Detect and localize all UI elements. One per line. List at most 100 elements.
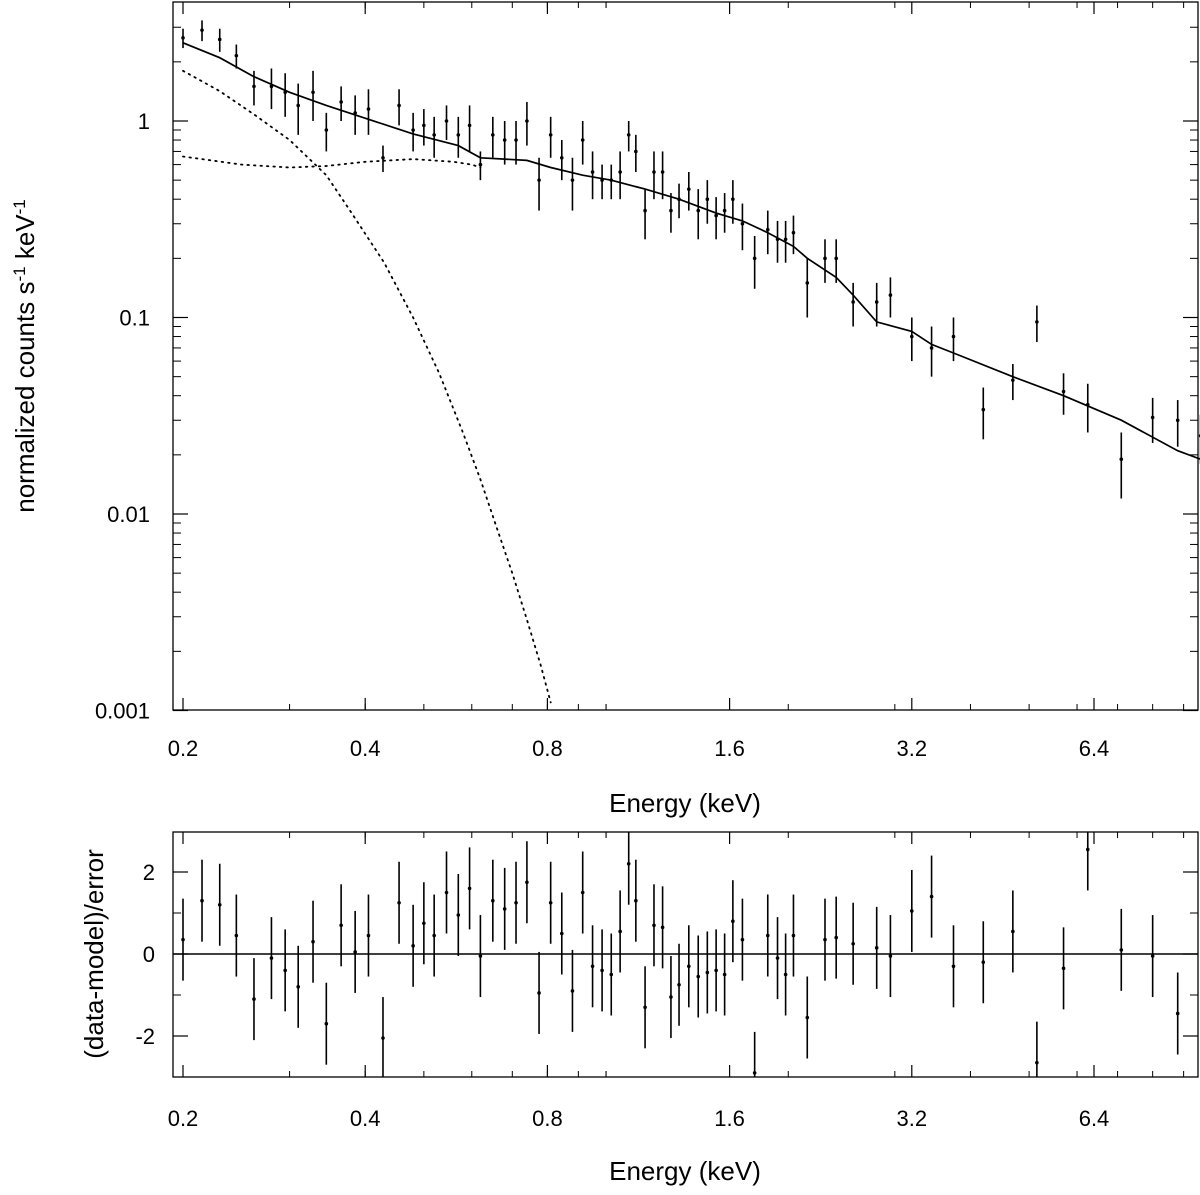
spectrum-data-point xyxy=(722,208,727,213)
spectrum-data-point xyxy=(1175,418,1180,423)
residuals-data-point xyxy=(618,929,622,934)
spectrum-data-point xyxy=(478,162,483,167)
residuals-x-tick-label: 0.2 xyxy=(168,1106,199,1131)
residuals-data-point xyxy=(910,909,914,913)
residuals-data-point xyxy=(456,913,461,917)
spectrum-data-point xyxy=(200,28,204,32)
spectrum-data-point xyxy=(366,107,371,111)
spectrum-data-point xyxy=(783,237,788,242)
residuals-y-axis-label: (data-model)/error xyxy=(79,849,109,1059)
spectrum-component-line xyxy=(182,69,552,704)
spectrum-data-point xyxy=(339,100,343,104)
residuals-y-tick-label: -2 xyxy=(135,1024,155,1049)
residuals-data-point xyxy=(381,1036,385,1040)
residuals-data-point xyxy=(525,880,529,885)
spectrum-data-point xyxy=(381,155,385,160)
residuals-data-point xyxy=(643,1005,647,1010)
spectrum-x-tick-label: 6.4 xyxy=(1079,736,1110,761)
spectrum-data-point xyxy=(618,170,622,174)
residuals-data-point xyxy=(951,964,956,969)
spectrum-x-axis-label: Energy (keV) xyxy=(609,788,761,818)
spectrum-data-point xyxy=(432,133,436,137)
residuals-data-point xyxy=(366,933,371,938)
spectrum-data-point xyxy=(1011,378,1015,382)
residuals-data-point xyxy=(181,937,185,942)
residuals-y-tick-label: 0 xyxy=(143,942,155,967)
residuals-data-point xyxy=(705,970,710,975)
residuals-data-point xyxy=(1011,929,1015,934)
spectrum-data-point xyxy=(1150,415,1155,420)
residuals-data-point xyxy=(422,921,426,926)
residuals-data-point xyxy=(752,1071,757,1075)
residuals-data-point xyxy=(548,900,553,905)
residuals-data-point xyxy=(634,898,638,903)
spectrum-data-point xyxy=(731,197,735,201)
residuals-data-point xyxy=(696,974,701,979)
spectrum-data-point xyxy=(491,133,495,137)
residuals-x-axis-label: Energy (keV) xyxy=(609,1156,761,1186)
spectrum-component-line xyxy=(182,155,482,169)
spectrum-data-point xyxy=(951,334,956,339)
residuals-data-point xyxy=(502,907,507,911)
residuals-data-point xyxy=(609,972,614,977)
spectrum-data-point xyxy=(580,138,585,142)
spectrum-data-point xyxy=(981,407,986,412)
spectrum-data-point xyxy=(537,178,541,182)
residuals-data-point xyxy=(200,898,204,903)
residuals-data-point xyxy=(805,1015,810,1020)
spectrum-data-point xyxy=(234,53,239,58)
spectrum-data-point xyxy=(929,346,934,350)
residuals-data-point xyxy=(1150,954,1155,958)
residuals-data-point xyxy=(411,944,415,948)
residuals-data-point xyxy=(731,919,735,923)
spectrum-data-point xyxy=(252,84,256,89)
residuals-data-point xyxy=(491,898,495,903)
spectrum-data-point xyxy=(181,36,185,40)
residuals-data-point xyxy=(590,964,595,969)
residuals-data-point xyxy=(834,935,838,940)
residuals-data-point xyxy=(570,989,575,993)
residuals-data-point xyxy=(874,946,879,950)
spectrum-x-tick-label: 0.8 xyxy=(532,736,563,761)
spectrum-data-point xyxy=(217,37,222,42)
spectrum-data-point xyxy=(570,178,575,182)
residuals-data-point xyxy=(234,933,239,938)
residuals-panel: 0.2 0.4 0.8 1.6 3.2 6.4 -2 0 2 (data-model)/erro… xyxy=(79,831,1199,1186)
spectrum-x-tick-label: 1.6 xyxy=(714,736,745,761)
residuals-data-point xyxy=(1035,1060,1039,1065)
spectrum-data-point xyxy=(502,138,507,142)
residuals-data-point xyxy=(652,923,656,928)
spectrum-plot-area: 0.2 0.4 0.8 1.6 3.2 6.4 0.001 0.01 0.1 1 xyxy=(95,2,1200,761)
spectrum-data-point xyxy=(669,208,673,213)
residuals-x-tick-label: 1.6 xyxy=(714,1106,745,1131)
spectrum-data-point xyxy=(687,187,691,191)
residuals-data-point xyxy=(432,933,436,938)
spectrum-data-point xyxy=(740,221,745,226)
residuals-data-point xyxy=(677,982,681,987)
spectrum-data-point xyxy=(888,293,893,297)
residuals-x-tick-label: 6.4 xyxy=(1079,1106,1110,1131)
residuals-data-point xyxy=(1175,1011,1180,1016)
spectrum-data-point xyxy=(444,119,449,123)
spectrum-data-point xyxy=(910,334,914,339)
residuals-data-point xyxy=(687,964,691,969)
residuals-data-point xyxy=(722,972,727,977)
spectrum-frame xyxy=(172,1,1199,711)
residuals-data-point xyxy=(981,960,986,964)
spectrum-y-tick-label: 0.001 xyxy=(95,699,150,724)
residuals-data-point xyxy=(1085,847,1090,852)
residuals-y-tick-label: 2 xyxy=(143,860,155,885)
spectrum-data-point xyxy=(714,213,718,218)
residuals-data-point xyxy=(537,991,541,995)
spectrum-data-point xyxy=(752,256,757,261)
residuals-data-point xyxy=(823,937,827,942)
residuals-data-point xyxy=(740,937,745,942)
residuals-data-point xyxy=(252,997,256,1001)
residuals-x-tick-label: 0.8 xyxy=(532,1106,563,1131)
spectrum-model-line xyxy=(182,42,1200,460)
residuals-data-point xyxy=(929,894,934,899)
spectrum-data-point xyxy=(660,170,665,174)
residuals-data-point xyxy=(467,886,472,891)
spectrum-data-point xyxy=(643,208,647,213)
